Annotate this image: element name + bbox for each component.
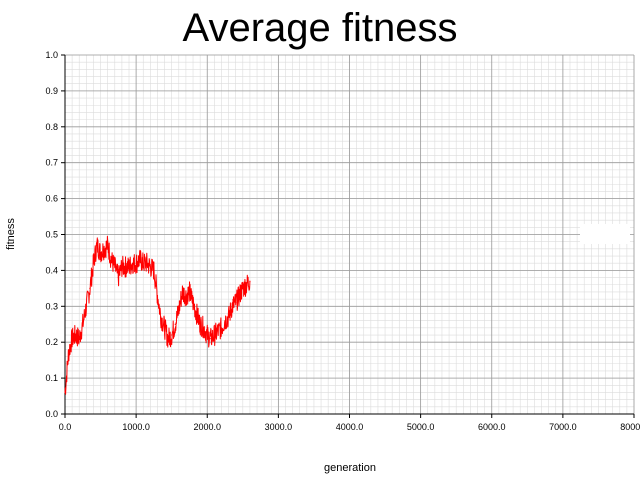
data-point (67, 352, 70, 354)
data-point (149, 266, 151, 268)
data-point (238, 294, 240, 297)
data-point (156, 294, 159, 297)
legend-area (580, 224, 630, 244)
data-point (163, 327, 166, 329)
x-tick-label: 2000.0 (193, 422, 221, 432)
data-point (121, 266, 123, 268)
x-tick-label: 4000.0 (336, 422, 364, 432)
data-point (199, 323, 201, 325)
data-point (220, 327, 223, 329)
data-point (167, 338, 169, 340)
series-group (64, 235, 251, 395)
data-point (75, 334, 77, 336)
data-point (195, 312, 198, 315)
data-point (217, 330, 219, 333)
y-tick-label: 0.1 (45, 373, 58, 383)
data-point (171, 334, 173, 336)
data-point (82, 323, 84, 325)
y-tick-label: 0.9 (45, 86, 58, 96)
data-point (103, 248, 105, 250)
x-tick-label: 1000.0 (122, 422, 150, 432)
data-point (110, 259, 112, 261)
series-line (64, 235, 251, 395)
y-tick-label: 0.3 (45, 301, 58, 311)
y-tick-label: 0.5 (45, 230, 58, 240)
y-tick-label: 0.8 (45, 122, 58, 132)
data-point (213, 334, 215, 336)
data-point (89, 287, 91, 289)
data-point (78, 338, 80, 340)
data-point (99, 251, 102, 254)
data-point (235, 302, 237, 304)
data-point (249, 280, 251, 282)
data-point (139, 259, 141, 261)
axes (61, 55, 634, 418)
data-point (124, 266, 127, 268)
data-point (96, 244, 98, 246)
data-point (203, 327, 205, 329)
data-point (146, 262, 148, 264)
y-tick-label: 0.7 (45, 158, 58, 168)
y-tick-label: 0.6 (45, 194, 58, 204)
y-tick-label: 1.0 (45, 50, 58, 60)
y-tick-label: 0.4 (45, 265, 58, 275)
data-point (185, 294, 187, 297)
x-ticks: 0.0 1000.0 2000.0 3000.0 4000.0 5000.0 6000.0 7… (59, 414, 640, 432)
data-point (114, 266, 116, 268)
data-point (85, 305, 87, 307)
data-point (181, 291, 183, 293)
data-point (135, 262, 137, 264)
data-point (153, 269, 155, 271)
data-point (224, 320, 226, 322)
data-point (64, 391, 66, 394)
y-tick-label: 0.0 (45, 409, 58, 419)
major-gridlines (64, 54, 635, 415)
x-tick-label: 6000.0 (478, 422, 506, 432)
data-point (206, 334, 208, 336)
data-point (92, 262, 95, 264)
x-tick-label: 0.0 (59, 422, 72, 432)
data-point (188, 291, 191, 293)
data-point (107, 244, 109, 246)
data-point (242, 287, 244, 289)
y-tick-label: 0.2 (45, 337, 58, 347)
x-tick-label: 8000.0 (620, 422, 640, 432)
data-point (192, 302, 194, 304)
data-point (245, 284, 247, 286)
data-point (142, 262, 144, 264)
data-point (160, 316, 162, 318)
x-tick-label: 7000.0 (549, 422, 577, 432)
data-point (178, 309, 180, 311)
data-point (128, 266, 130, 268)
x-tick-label: 5000.0 (407, 422, 435, 432)
data-point (210, 338, 212, 340)
data-point (174, 323, 176, 325)
x-tick-label: 3000.0 (265, 422, 293, 432)
y-ticks: 0.0 0.1 0.2 0.3 0.4 0.5 0.6 0.7 0.8 0.9 1.0 (45, 50, 65, 419)
data-point (227, 316, 230, 318)
data-point (131, 262, 134, 264)
x-axis-label: generation (324, 462, 376, 474)
data-point (117, 276, 119, 279)
data-point (71, 338, 73, 340)
chart-title: Average fitness (182, 6, 458, 50)
data-point (231, 305, 233, 307)
